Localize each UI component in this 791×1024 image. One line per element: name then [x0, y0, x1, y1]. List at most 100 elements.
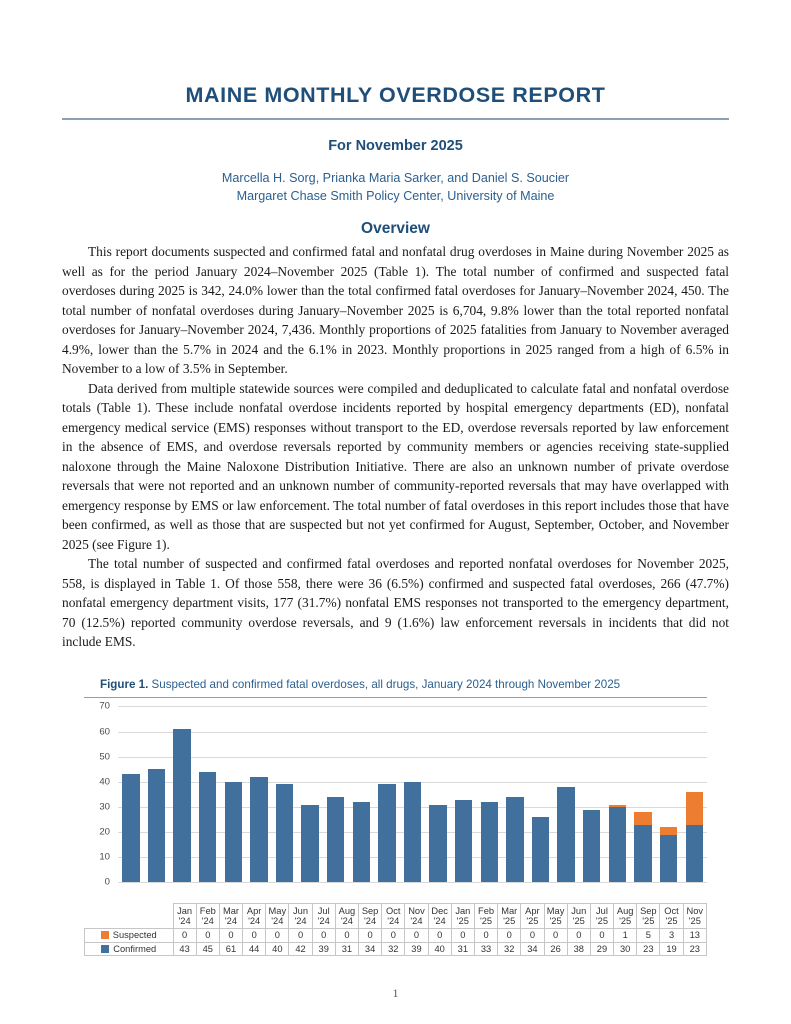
table-body: Suspected 0 0 0 0 0 0 0 0 0 0 0 0 0 0 0 0 0 0 0 1 5 3 13 Confi… — [84, 928, 708, 957]
bar-segment-confirmed — [608, 807, 627, 883]
bar-stack — [352, 802, 370, 883]
bar-segment-suspected — [659, 827, 678, 835]
bar-stack — [455, 799, 473, 883]
author-affiliation: Margaret Chase Smith Policy Center, Univ… — [236, 188, 555, 203]
bar-segment-confirmed — [455, 799, 473, 883]
gridline-0 — [118, 882, 707, 884]
bar-stack — [122, 774, 140, 883]
bar-stack — [480, 802, 499, 883]
bar-segment-confirmed — [634, 824, 652, 883]
cell-suspected: 0 — [265, 928, 290, 943]
cell-confirmed: 40 — [427, 941, 452, 957]
bar-stack — [378, 784, 396, 883]
chart-y-axis: 0 10 20 30 40 50 60 70 — [84, 701, 114, 888]
bar-stack — [531, 817, 550, 883]
table-col-header: Nov '25 — [682, 903, 708, 930]
gridline-50 — [118, 756, 707, 758]
page-number: 1 — [392, 988, 399, 1000]
bar-segment-confirmed — [403, 781, 422, 883]
bar-slot — [195, 706, 221, 883]
y-axis-tick-10: 10 — [99, 851, 110, 863]
author-block: Marcella H. Sorg, Prianka Maria Sarker, … — [62, 170, 729, 206]
bar-stack — [429, 804, 447, 883]
bar-stack — [326, 797, 345, 883]
bar-slot — [425, 706, 451, 883]
chart-bars — [118, 706, 707, 883]
bar-segment-confirmed — [429, 804, 447, 883]
cell-confirmed: 43 — [172, 941, 197, 957]
table-corner-cell — [85, 904, 174, 929]
table-col-header: Feb '24 — [195, 903, 220, 930]
bar-segment-confirmed — [531, 817, 550, 883]
legend-confirmed-label: Confirmed — [113, 943, 157, 954]
bar-slot — [297, 706, 323, 883]
gridline-60 — [118, 731, 707, 733]
cell-confirmed: 26 — [543, 941, 568, 957]
bar-slot — [246, 706, 272, 883]
cell-suspected: 0 — [195, 928, 220, 943]
cell-confirmed: 34 — [520, 941, 545, 957]
bar-slot — [630, 706, 656, 883]
cell-suspected: 0 — [172, 928, 197, 943]
bar-slot — [553, 706, 579, 883]
report-subtitle: For November 2025 — [328, 137, 463, 154]
table-col-header: Oct '24 — [381, 903, 406, 930]
table-head: Jan '24 Feb '24 Mar '24 Apr '24 May '24 Jun '24 Jul '… — [85, 903, 708, 930]
table-col-header: May '24 — [265, 903, 290, 930]
bar-slot — [681, 706, 707, 883]
bar-slot — [144, 706, 170, 883]
bar-slot — [502, 706, 528, 883]
cell-confirmed: 31 — [450, 941, 475, 957]
table-col-header: Jun '24 — [288, 903, 313, 930]
overview-paragraph-1: This report documents suspected and conf… — [62, 244, 729, 377]
bar-slot — [169, 706, 195, 883]
table-col-header: May '25 — [543, 903, 568, 930]
bar-stack — [608, 804, 627, 883]
table-col-header: Sep '24 — [357, 903, 383, 930]
overview-paragraph-2: Data derived from multiple statewide sou… — [62, 380, 729, 552]
legend-suspected-label: Suspected — [112, 930, 157, 941]
cell-suspected: 0 — [404, 928, 429, 943]
bar-segment-confirmed — [480, 802, 499, 883]
bar-stack — [506, 797, 524, 883]
cell-suspected: 1 — [613, 928, 638, 943]
cell-suspected: 0 — [242, 928, 267, 943]
bar-segment-confirmed — [224, 781, 242, 883]
cell-suspected: 0 — [334, 928, 360, 943]
table-col-header: Dec '24 — [427, 903, 452, 930]
bar-stack — [685, 791, 703, 883]
cell-suspected: 0 — [566, 928, 591, 943]
cell-confirmed: 33 — [473, 941, 499, 957]
title-divider — [62, 117, 729, 120]
bar-stack — [557, 786, 575, 883]
bar-segment-confirmed — [506, 797, 524, 883]
legend-confirmed: Confirmed — [84, 941, 174, 957]
cell-confirmed: 44 — [242, 941, 267, 957]
table-col-header: Mar '25 — [497, 903, 522, 930]
cell-confirmed: 29 — [589, 941, 615, 957]
bar-slot — [579, 706, 605, 883]
table-col-header: Mar '24 — [218, 903, 244, 930]
bar-slot — [348, 706, 374, 883]
cell-confirmed: 42 — [288, 941, 313, 957]
cell-suspected: 0 — [311, 928, 336, 943]
bar-segment-confirmed — [275, 784, 294, 883]
table-col-header: Jul '25 — [589, 903, 615, 930]
author-names: Marcella H. Sorg, Prianka Maria Sarker, … — [221, 170, 570, 185]
table-col-header: Aug '25 — [613, 903, 638, 930]
cell-confirmed: 38 — [566, 941, 591, 957]
cell-confirmed: 40 — [265, 941, 290, 957]
bar-stack — [275, 784, 294, 883]
cell-confirmed: 61 — [218, 941, 244, 957]
bar-slot — [272, 706, 298, 883]
figure-caption-text: Suspected and confirmed fatal overdoses,… — [148, 677, 621, 691]
cell-suspected: 13 — [682, 928, 708, 943]
y-axis-tick-30: 30 — [99, 801, 110, 813]
bar-stack — [147, 769, 166, 883]
bar-segment-confirmed — [326, 797, 345, 883]
table-col-header: Apr '25 — [520, 903, 545, 930]
y-axis-tick-60: 60 — [99, 726, 110, 738]
bar-slot — [605, 706, 631, 883]
bar-stack — [634, 812, 652, 883]
table-col-header: Nov '24 — [404, 903, 429, 930]
